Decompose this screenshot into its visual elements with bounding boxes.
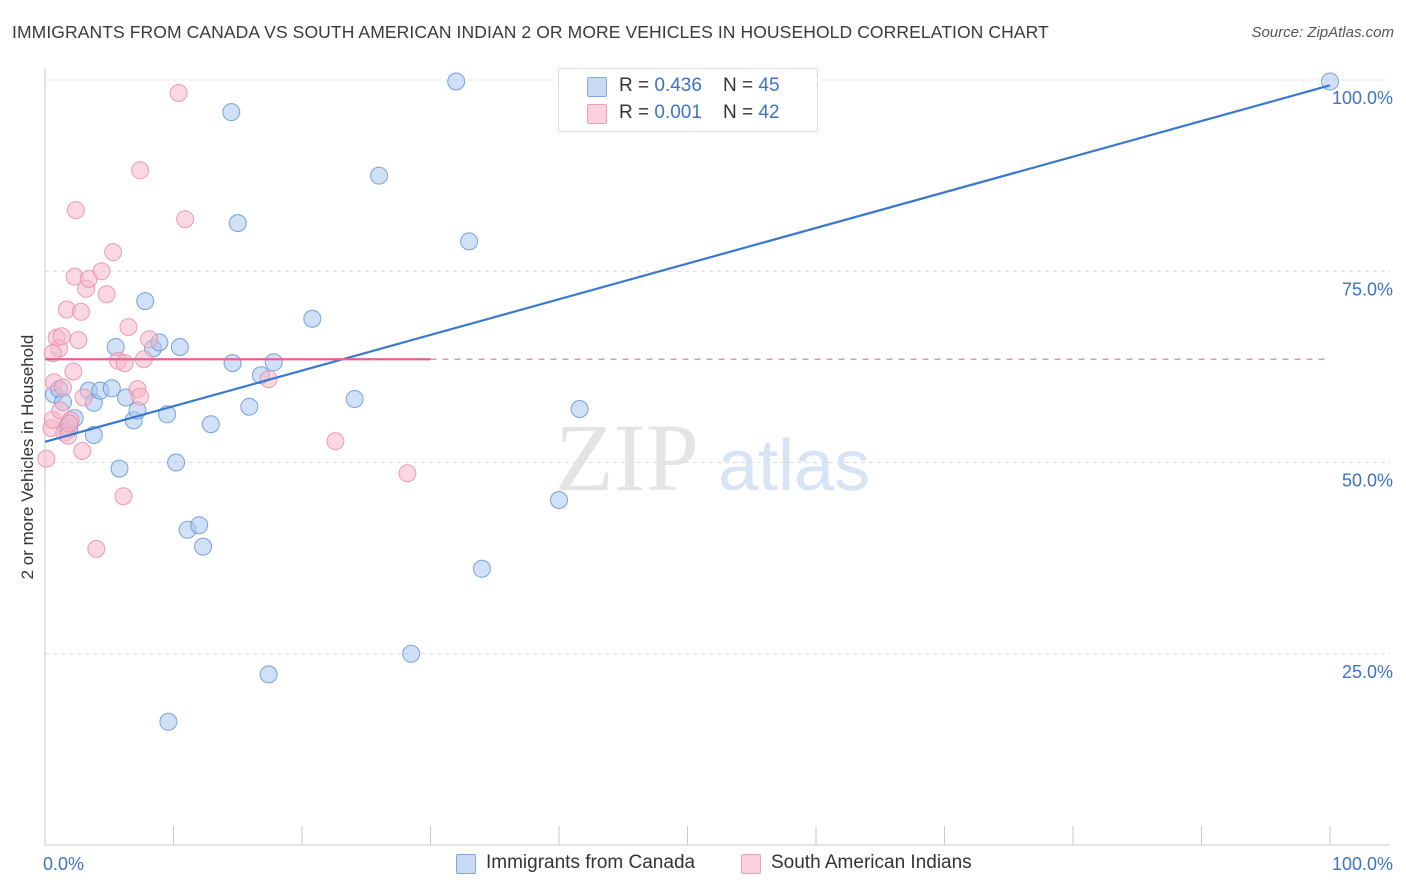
south-american-point (97, 285, 116, 304)
legend-swatch-south-american (741, 854, 761, 874)
canada-point (102, 379, 121, 398)
n-value: 45 (758, 75, 780, 96)
south-american-point (60, 414, 79, 433)
canada-point (550, 491, 568, 509)
canada-point (303, 309, 322, 328)
y-tick-label: 75.0% (1342, 279, 1393, 299)
watermark: ZIP atlas (555, 404, 870, 511)
south-american-point (104, 243, 123, 262)
south-american-point (54, 378, 72, 397)
y-tick-label: 100.0% (1332, 88, 1393, 108)
x-tick-label: 100.0% (1332, 854, 1393, 874)
legend-label: South American Indians (771, 852, 972, 873)
data-points (37, 72, 1339, 731)
canada-point (201, 415, 220, 434)
chart-title: IMMIGRANTS FROM CANADA VS SOUTH AMERICAN… (12, 22, 1049, 42)
canada-point (223, 354, 242, 373)
trend-lines (44, 84, 1331, 443)
south-american-point (131, 387, 150, 406)
south-american-point (73, 442, 92, 460)
x-tick-label: 0.0% (43, 854, 84, 874)
south-american-point (115, 354, 134, 373)
canada-point (402, 644, 421, 663)
canada-point (570, 400, 589, 418)
r-value: 0.001 (654, 102, 702, 123)
south-american-point (37, 449, 56, 468)
canada-point (170, 338, 189, 356)
watermark-zip: ZIP (555, 404, 699, 511)
south-american-point (92, 262, 111, 281)
n-value: 42 (758, 102, 780, 123)
south-american-point (64, 362, 83, 381)
south-american-point (69, 331, 88, 350)
y-tick-label: 50.0% (1342, 471, 1393, 491)
watermark-atlas: atlas (718, 426, 870, 506)
n-label: N = (723, 102, 759, 123)
south-american-point (326, 432, 345, 451)
south-american-point (176, 210, 195, 229)
legend-swatch-canada (587, 77, 607, 97)
south-american-point (131, 161, 150, 180)
source-credit: Source: ZipAtlas.com (1251, 24, 1394, 41)
grid-lines (45, 79, 1390, 655)
canada-point (167, 453, 186, 472)
canada-point (345, 390, 364, 408)
canada-trend-line (44, 84, 1331, 443)
south-american-point (66, 201, 85, 220)
south-american-point (114, 487, 133, 506)
canada-point (447, 72, 466, 91)
south-american-point (169, 84, 188, 102)
canada-point (159, 712, 178, 731)
south-american-point (398, 464, 417, 483)
canada-point (472, 559, 491, 578)
legend-swatch-south-american (587, 104, 607, 124)
canada-point (460, 232, 479, 251)
canada-point (228, 214, 247, 233)
south-american-point (87, 539, 106, 558)
canada-point (264, 353, 283, 372)
tick-labels: 25.0% 50.0% 75.0% 100.0% 0.0% 100.0% (43, 88, 1393, 874)
canada-point (194, 537, 213, 556)
canada-point (222, 103, 241, 122)
y-axis-label: 2 or more Vehicles in Household (18, 335, 37, 580)
south-american-point (43, 344, 62, 363)
canada-point (259, 665, 278, 684)
canada-point (84, 426, 103, 444)
r-label: R = (619, 75, 655, 96)
canada-point (110, 459, 129, 478)
south-american-point (140, 330, 159, 349)
r-label: R = (619, 102, 655, 123)
south-american-point (119, 318, 138, 337)
n-label: N = (723, 75, 759, 96)
canada-point (190, 516, 209, 535)
y-tick-label: 25.0% (1342, 662, 1393, 682)
legend-swatch-canada (456, 854, 476, 874)
canada-point (240, 397, 259, 416)
south-american-point (74, 388, 93, 407)
stats-legend: R = 0.436 N = 45 R = 0.001 N = 42 (558, 68, 818, 132)
canada-point (370, 166, 389, 185)
canada-point (136, 292, 155, 311)
south-american-point (72, 302, 90, 321)
r-value: 0.436 (654, 75, 702, 96)
legend-label: Immigrants from Canada (486, 852, 696, 873)
south-american-point (52, 327, 71, 346)
